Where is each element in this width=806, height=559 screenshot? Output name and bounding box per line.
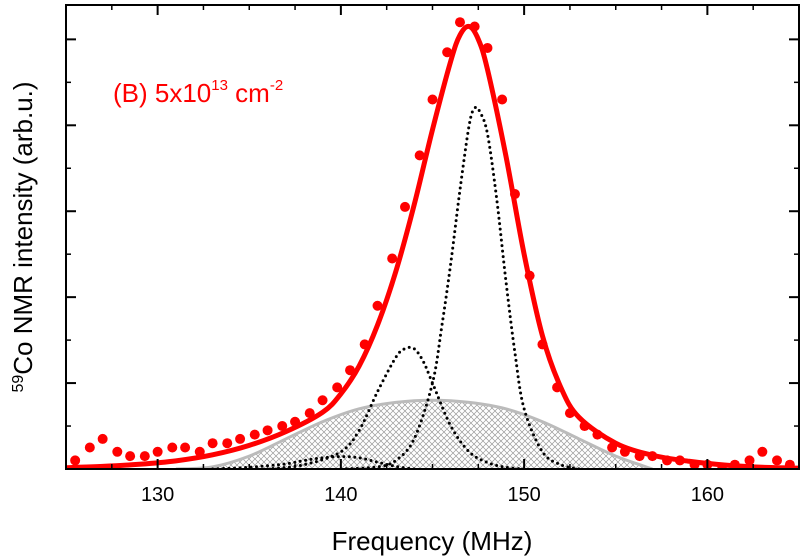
data-point	[607, 442, 618, 453]
data-point	[277, 421, 288, 432]
data-point	[112, 446, 123, 457]
data-point	[427, 94, 438, 105]
data-point	[290, 416, 301, 427]
data-point	[497, 94, 508, 105]
data-point	[619, 446, 630, 457]
data-point	[729, 459, 740, 469]
data-point	[152, 446, 163, 457]
data-point	[84, 442, 95, 453]
data-point	[97, 433, 108, 444]
data-point	[717, 464, 728, 469]
fit-curve	[66, 23, 799, 469]
x-tick-label: 140	[324, 484, 357, 506]
component-curve-2	[339, 105, 581, 469]
background-component-area	[175, 400, 653, 469]
x-tick-label: 150	[507, 484, 540, 506]
data-point	[744, 455, 755, 466]
data-point	[249, 429, 260, 440]
data-point	[387, 253, 398, 264]
data-point	[482, 42, 493, 53]
annotation-prefix: (B) 5x10	[113, 78, 211, 108]
data-point	[469, 21, 480, 32]
y-axis-title: 59Co NMR intensity (arb.u.)	[8, 81, 38, 392]
y-axis-title-text: Co NMR intensity (arb.u.)	[8, 81, 38, 374]
data-point	[345, 365, 356, 376]
data-point	[414, 150, 425, 161]
annotation-exponent: 13	[211, 77, 228, 94]
data-point	[317, 395, 328, 406]
data-point	[70, 455, 81, 466]
plot-area	[66, 17, 799, 469]
data-point	[454, 17, 465, 28]
data-point	[235, 433, 246, 444]
x-axis-title: Frequency (MHz)	[332, 526, 533, 556]
data-point	[757, 446, 768, 457]
data-point	[207, 438, 218, 449]
data-point	[180, 442, 191, 453]
annotation-unit: cm	[228, 78, 270, 108]
data-point	[372, 300, 383, 311]
x-tick-label: 160	[691, 484, 724, 506]
data-point	[400, 201, 411, 212]
data-point	[125, 451, 136, 462]
data-point	[579, 421, 590, 432]
data-point	[662, 455, 673, 466]
data-point	[262, 425, 273, 436]
data-point	[537, 339, 548, 350]
data-point	[674, 455, 685, 466]
data-point	[442, 47, 453, 58]
data-point	[509, 189, 520, 200]
component-curve-3	[266, 345, 526, 469]
data-point	[634, 451, 645, 462]
data-point	[784, 459, 795, 469]
data-point	[689, 459, 700, 469]
sample-annotation: (B) 5x1013 cm-2	[113, 77, 283, 108]
data-point	[194, 446, 205, 457]
data-point	[167, 442, 178, 453]
data-point	[647, 451, 658, 462]
data-point	[359, 339, 370, 350]
data-point	[524, 270, 535, 281]
y-axis-title-mass-number: 59	[10, 375, 27, 393]
annotation-unit-exponent: -2	[270, 77, 283, 94]
data-point	[772, 455, 783, 466]
data-point	[222, 438, 233, 449]
data-point	[552, 382, 563, 393]
x-tick-label: 130	[141, 484, 174, 506]
data-point	[592, 429, 603, 440]
data-point	[332, 382, 343, 393]
data-point	[304, 408, 315, 419]
data-point	[564, 408, 575, 419]
data-point	[139, 451, 150, 462]
background-component-curve	[175, 398, 653, 469]
axes: 130 140 150 160	[65, 4, 800, 506]
